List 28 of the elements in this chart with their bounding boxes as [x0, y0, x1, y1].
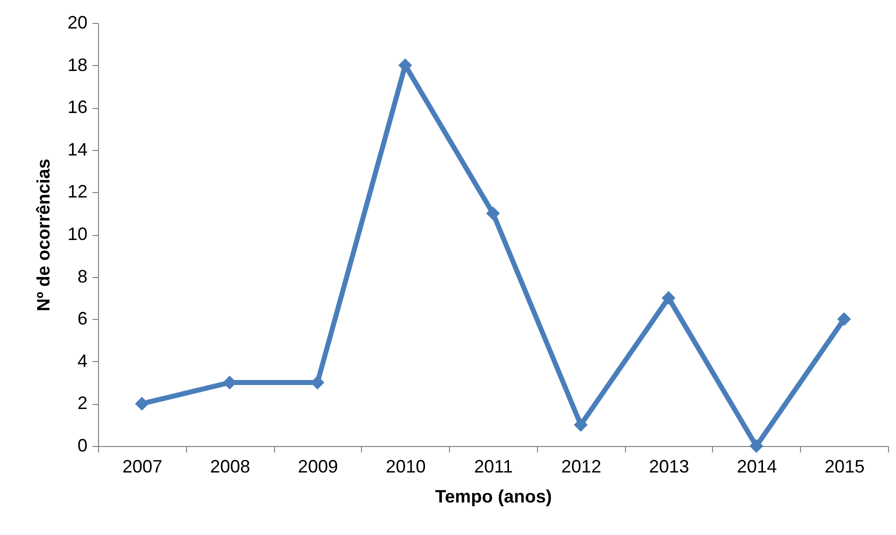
- point: [574, 418, 588, 432]
- y-tick-label: 0: [77, 436, 88, 456]
- y-tick-label: 12: [67, 182, 88, 202]
- y-tick-label: 10: [67, 224, 88, 244]
- x-tick-label: 2010: [386, 456, 426, 476]
- y-tick-label: 4: [77, 350, 88, 371]
- y-tick-label: 16: [67, 97, 88, 118]
- y-tick-label: 2: [77, 393, 88, 414]
- y-axis-title: Nº de ocorrências: [33, 158, 54, 312]
- x-tick-label: 2007: [122, 456, 162, 476]
- x-tick-label: 2012: [561, 456, 602, 476]
- x-tick-label: 2015: [824, 456, 865, 476]
- x-tick-label: 2014: [736, 456, 777, 476]
- x-axis-title: Tempo (anos): [435, 486, 552, 506]
- y-tick-label: 8: [77, 266, 88, 286]
- x-tick-label: 2008: [210, 456, 250, 476]
- y-tick-label: 6: [77, 308, 88, 329]
- point: [749, 439, 764, 453]
- y-tick-label: 18: [67, 54, 88, 75]
- point: [837, 312, 852, 326]
- point: [486, 206, 500, 220]
- point: [662, 291, 676, 305]
- x-tick-label: 2013: [649, 456, 690, 476]
- y-tick-label: 14: [67, 139, 88, 160]
- x-tick-label: 2009: [298, 456, 338, 476]
- x-tick-label: 2011: [474, 456, 513, 476]
- y-tick-label: 20: [67, 12, 88, 32]
- point: [134, 396, 149, 411]
